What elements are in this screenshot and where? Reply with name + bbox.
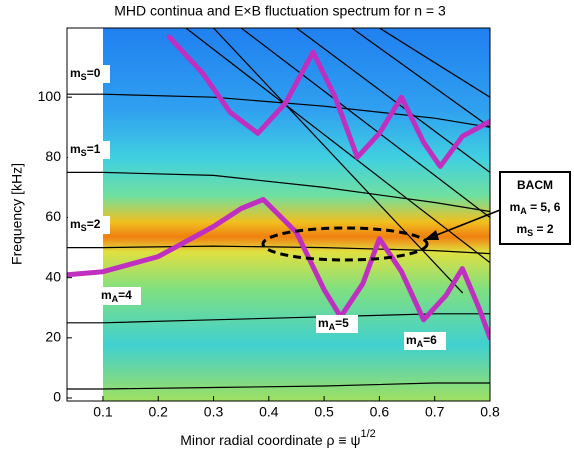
annotation: BACM bbox=[517, 178, 553, 192]
x-axis-label: Minor radial coordinate ρ ≡ ψ1/2 bbox=[180, 428, 376, 448]
annotation-base: m bbox=[510, 200, 521, 214]
continuum-line bbox=[67, 382, 490, 390]
annotation: mS=1 bbox=[70, 142, 101, 158]
x-tick-label: 0.4 bbox=[259, 404, 279, 420]
x-tick-label: 0.5 bbox=[314, 404, 334, 420]
continuum-line bbox=[295, 28, 490, 173]
annotation-tail: = 2 bbox=[533, 222, 554, 236]
annotation-tail: =1 bbox=[87, 142, 101, 156]
annotation-tail: = 5, 6 bbox=[527, 200, 561, 214]
x-tick-label: 0.3 bbox=[204, 404, 224, 420]
x-tick-label: 0.8 bbox=[480, 404, 500, 420]
y-axis-label: Frequency [kHz] bbox=[9, 163, 25, 265]
annotation-base: BACM bbox=[517, 178, 553, 192]
plot-area bbox=[67, 28, 490, 401]
x-tick-label: 0.1 bbox=[93, 404, 113, 420]
y-tick-label: 100 bbox=[38, 88, 62, 104]
arrow-head bbox=[424, 230, 439, 240]
annotation-bg bbox=[68, 65, 110, 83]
annotation-base: m bbox=[406, 333, 417, 347]
annotation-base: m bbox=[70, 142, 81, 156]
annotation-base: m bbox=[101, 288, 112, 302]
annotation: mA=4 bbox=[101, 288, 132, 304]
annotation-base: m bbox=[516, 222, 527, 236]
x-tick-label: 0.7 bbox=[425, 404, 445, 420]
annotation-sub: S bbox=[527, 228, 533, 238]
annotation-sub: A bbox=[112, 294, 119, 304]
y-tick-label: 0 bbox=[53, 389, 61, 405]
annotation-bg bbox=[68, 141, 110, 159]
annotation-bg bbox=[316, 315, 358, 333]
annotation-sub: A bbox=[329, 322, 336, 332]
annotation: mS = 2 bbox=[516, 222, 553, 238]
y-tick-label: 20 bbox=[45, 329, 61, 345]
bacm-box bbox=[499, 171, 571, 245]
continuum-line bbox=[351, 28, 490, 128]
annotation: mA=5 bbox=[318, 316, 349, 332]
continuum-line bbox=[67, 245, 490, 255]
x-label-sup: 1/2 bbox=[360, 428, 375, 440]
continuum-line bbox=[67, 93, 490, 128]
y-tick-label: 60 bbox=[45, 208, 61, 224]
annotation-tail: =2 bbox=[87, 217, 101, 231]
annotation-sub: A bbox=[520, 206, 527, 216]
annotation-base: m bbox=[70, 66, 81, 80]
x-tick-label: 0.2 bbox=[149, 404, 169, 420]
continuum-line bbox=[67, 313, 490, 324]
continuum-line bbox=[212, 28, 463, 294]
annotation-sub: S bbox=[81, 148, 87, 158]
continuum-line bbox=[378, 28, 490, 98]
annotation-bg bbox=[404, 332, 446, 350]
annotation-tail: =4 bbox=[118, 288, 132, 302]
annotation-sub: A bbox=[417, 339, 424, 349]
y-tick-label: 80 bbox=[45, 148, 61, 164]
continuum-line bbox=[240, 28, 490, 219]
annotation-sub: S bbox=[81, 223, 87, 233]
annotation: mA = 5, 6 bbox=[510, 200, 561, 216]
annotation-sub: S bbox=[81, 72, 87, 82]
bacm-ellipse bbox=[261, 226, 429, 262]
x-label-text: Minor radial coordinate ρ ≡ ψ bbox=[180, 432, 360, 448]
magenta-curve bbox=[166, 34, 490, 169]
continuum-line bbox=[67, 171, 490, 213]
y-tick-label: 40 bbox=[45, 268, 61, 284]
annotation-tail: =0 bbox=[87, 66, 101, 80]
annotation-base: m bbox=[318, 316, 329, 330]
x-tick-label: 0.6 bbox=[370, 404, 390, 420]
annotation-tail: =5 bbox=[335, 316, 349, 330]
chart-title: MHD continua and E×B fluctuation spectru… bbox=[114, 3, 446, 19]
continuum-line bbox=[185, 28, 490, 264]
annotation-bg bbox=[68, 216, 110, 234]
annotation-tail: =6 bbox=[423, 333, 437, 347]
annotation: mS=2 bbox=[70, 217, 101, 233]
annotation: mA=6 bbox=[406, 333, 437, 349]
annotation: mS=0 bbox=[70, 66, 101, 82]
annotation-base: m bbox=[70, 217, 81, 231]
annotation-bg bbox=[99, 287, 141, 305]
